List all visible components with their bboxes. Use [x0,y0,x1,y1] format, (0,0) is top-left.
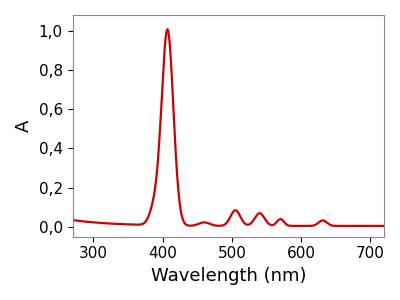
X-axis label: Wavelength (nm): Wavelength (nm) [151,267,306,285]
Y-axis label: A: A [15,120,33,132]
